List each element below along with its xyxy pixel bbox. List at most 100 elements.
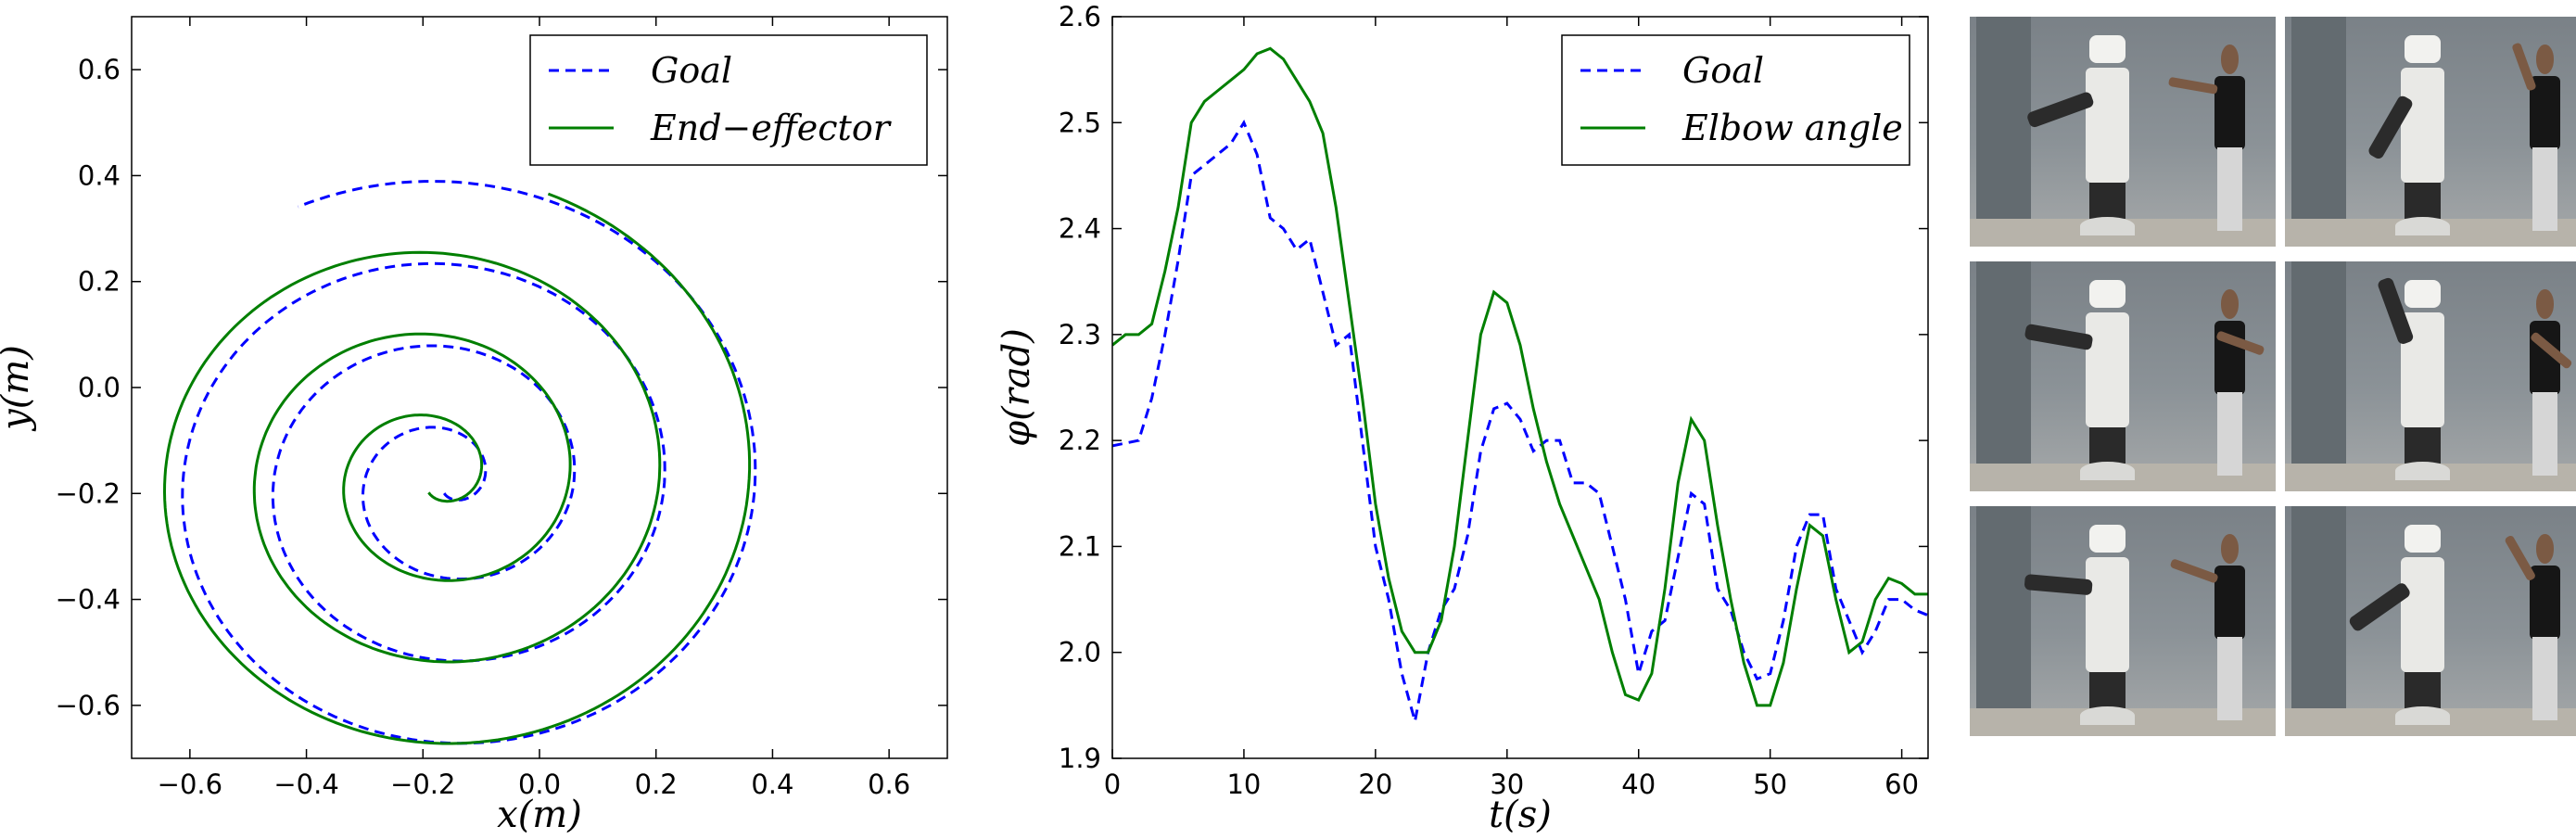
x-tick-label: 0.0	[518, 769, 561, 800]
robot-torso	[2401, 556, 2444, 672]
x-axis-label: x(m)	[497, 794, 582, 836]
human-legs	[2217, 392, 2242, 476]
legend-label-2: Elbow angle	[1681, 108, 1903, 148]
series-line-2	[1112, 46, 1928, 707]
x-tick-label: −0.2	[390, 769, 455, 800]
robot-head	[2404, 34, 2442, 63]
wall-panel	[2290, 261, 2346, 464]
x-tick-label: 20	[1358, 769, 1392, 800]
robot-head	[2088, 524, 2126, 553]
robot-demo-photo	[2285, 506, 2576, 736]
legend: Goal Elbow angle	[1561, 34, 1910, 166]
robot-foot	[2079, 461, 2136, 480]
x-tick-label: −0.4	[273, 769, 338, 800]
x-tick-label: 50	[1753, 769, 1787, 800]
robot-demo-photo	[1970, 261, 2276, 491]
y-tick-label: 2.3	[1059, 319, 1101, 350]
robot-base	[2404, 426, 2442, 464]
x-tick-label: 60	[1884, 769, 1919, 800]
robot-torso	[2086, 311, 2129, 427]
robot-base	[2404, 671, 2442, 709]
y-tick-label: 2.0	[1059, 637, 1101, 668]
wall-panel	[1975, 506, 2031, 709]
human-legs	[2532, 147, 2557, 231]
human-head	[2220, 533, 2240, 564]
x-tick-label: 40	[1621, 769, 1656, 800]
y-tick-label: 2.2	[1059, 425, 1101, 456]
legend-box	[1561, 34, 1910, 166]
y-tick-label: 0.0	[78, 372, 121, 403]
y-tick-label: −0.6	[56, 690, 121, 721]
robot-foot	[2394, 216, 2451, 235]
plot-frame	[1111, 16, 1929, 759]
wall-panel	[2290, 506, 2346, 709]
robot-head	[2088, 34, 2126, 63]
x-axis-label: t(s)	[1489, 794, 1552, 836]
robot-foot	[2394, 706, 2451, 725]
legend-label-2: End−effector	[650, 108, 893, 148]
robot-base	[2088, 671, 2126, 709]
human-head	[2535, 288, 2555, 319]
human-torso	[2214, 76, 2245, 150]
human-head	[2535, 44, 2555, 74]
human-legs	[2532, 637, 2557, 720]
robot-foot	[2394, 461, 2451, 480]
robot-demo-photo	[2285, 261, 2576, 491]
series-line-1	[1112, 120, 1928, 722]
human-head	[2220, 288, 2240, 319]
x-tick-label: 0	[1104, 769, 1121, 800]
x-tick-label: 30	[1490, 769, 1524, 800]
x-tick-label: −0.6	[158, 769, 222, 800]
robot-demo-photo	[2285, 17, 2576, 247]
human-legs	[2532, 392, 2557, 476]
robot-demo-photo	[1970, 17, 2276, 247]
y-tick-label: 0.6	[78, 54, 121, 85]
y-tick-label: 2.1	[1059, 530, 1101, 562]
x-tick-label: 0.6	[868, 769, 910, 800]
human-legs	[2217, 147, 2242, 231]
human-head	[2220, 44, 2240, 74]
series-line-2	[162, 192, 752, 745]
elbow-angle-plot: 0 10 20 30 40 50 60 1.9 2.0 2.1 2.2 2.3 2.4 2.5 2.6 t(s…	[996, 1, 1929, 836]
photo-grid	[1970, 17, 2576, 749]
y-tick-label: −0.4	[56, 584, 121, 616]
y-tick-label: 2.5	[1059, 107, 1101, 138]
y-axis-label: y(m)	[0, 345, 37, 432]
robot-demo-photo	[1970, 506, 2276, 736]
robot-head	[2404, 524, 2442, 553]
robot-torso	[2086, 67, 2129, 183]
robot-base	[2404, 182, 2442, 220]
x-tick-label: 0.2	[635, 769, 678, 800]
y-tick-label: 0.2	[78, 266, 121, 298]
robot-head	[2404, 279, 2442, 308]
robot-head	[2088, 279, 2126, 308]
y-tick-label: 1.9	[1059, 743, 1101, 774]
legend-label-1: Goal	[1682, 50, 1764, 91]
series-line-1	[181, 180, 757, 745]
y-tick-label: −0.2	[56, 477, 121, 509]
human-legs	[2217, 637, 2242, 720]
legend-box	[529, 34, 928, 166]
human-torso	[2214, 566, 2245, 640]
robot-foot	[2079, 216, 2136, 235]
x-tick-label: 10	[1226, 769, 1261, 800]
y-axis-label: φ(rad)	[996, 328, 1038, 447]
robot-foot	[2079, 706, 2136, 725]
y-tick-label: 0.4	[78, 159, 121, 191]
y-tick-label: 2.4	[1059, 213, 1101, 245]
wall-panel	[1975, 261, 2031, 464]
robot-torso	[2401, 67, 2444, 183]
wall-panel	[1975, 17, 2031, 220]
trajectory-plot: −0.6 −0.4 −0.2 0.0 0.2 0.4 0.6 −0.6 −0.4 −0.2 0.0 0…	[0, 16, 948, 836]
human-head	[2535, 533, 2555, 564]
legend: Goal End−effector	[529, 34, 928, 166]
robot-base	[2088, 426, 2126, 464]
wall-panel	[2290, 17, 2346, 220]
y-tick-label: 2.6	[1059, 1, 1101, 32]
legend-label-1: Goal	[651, 50, 732, 91]
x-tick-label: 0.4	[751, 769, 793, 800]
human-torso	[2530, 566, 2560, 640]
robot-base	[2088, 182, 2126, 220]
robot-torso	[2086, 556, 2129, 672]
